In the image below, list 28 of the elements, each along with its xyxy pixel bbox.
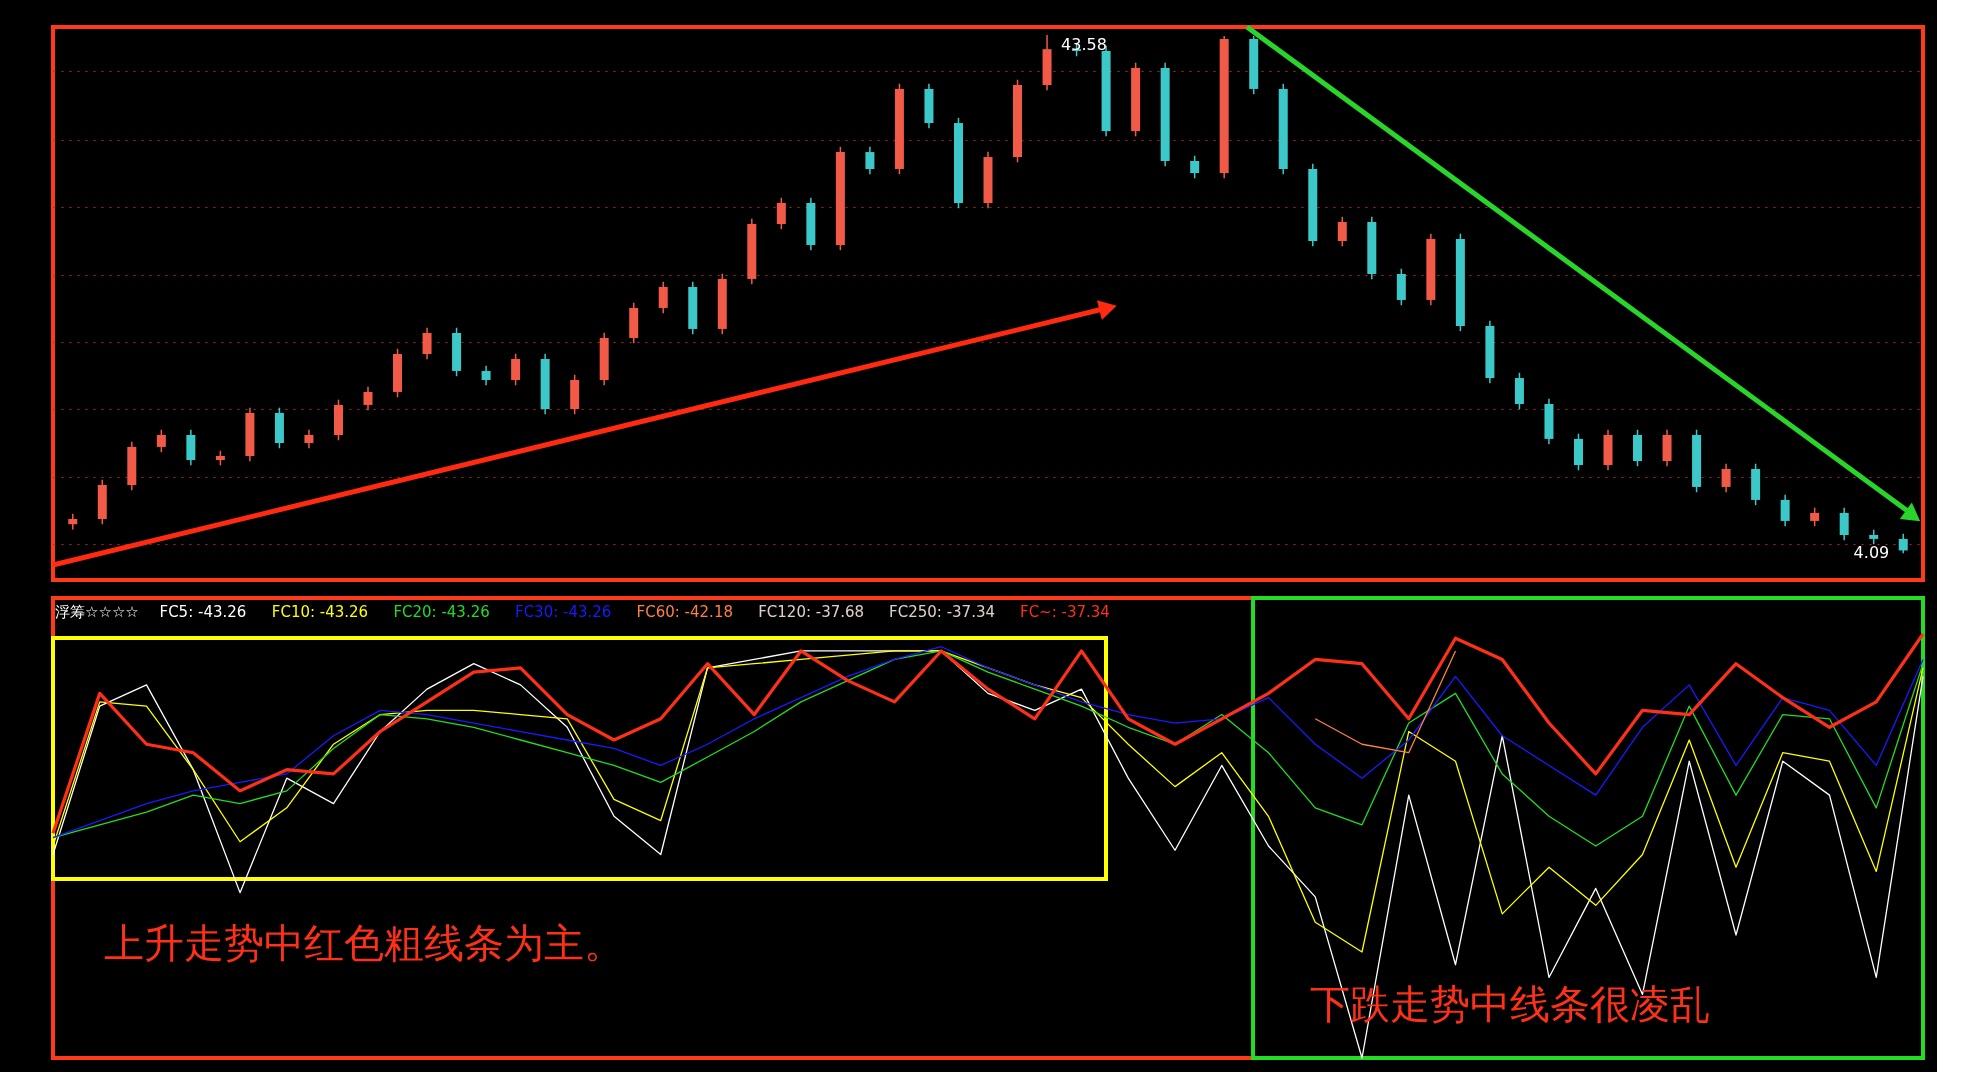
candlestick [481, 364, 491, 387]
annotation: 4.09 [1853, 543, 1890, 563]
text: FC120: -37.68 [758, 603, 865, 621]
candlestick [865, 146, 875, 175]
text: FC~: -37.34 [1020, 603, 1110, 621]
candlestick [658, 280, 668, 314]
candlestick [1190, 154, 1200, 180]
candlestick [1898, 532, 1908, 554]
candlestick [1337, 216, 1347, 248]
text: FC20: -43.26 [393, 603, 490, 621]
annotation: 上升走势中红色粗线条为主。 [104, 920, 624, 966]
candlestick [304, 428, 314, 449]
text: FC10: -43.26 [271, 603, 369, 621]
text: FC250: -37.34 [889, 603, 996, 621]
candlestick [422, 327, 432, 361]
text: FC30: -43.26 [515, 603, 612, 621]
candlestick [1721, 462, 1731, 493]
candlestick [363, 385, 373, 411]
chart-title: 浮筹☆☆☆☆ [55, 603, 139, 621]
candlestick [1839, 506, 1849, 541]
text: FC60: -42.18 [636, 603, 733, 621]
annotation: 43.58 [1061, 35, 1107, 54]
candlestick [1810, 506, 1820, 527]
candlestick [511, 353, 521, 387]
candlestick [1780, 493, 1790, 527]
candlestick [156, 428, 166, 453]
text: FC5: -43.26 [159, 603, 247, 621]
candlestick [776, 196, 786, 230]
